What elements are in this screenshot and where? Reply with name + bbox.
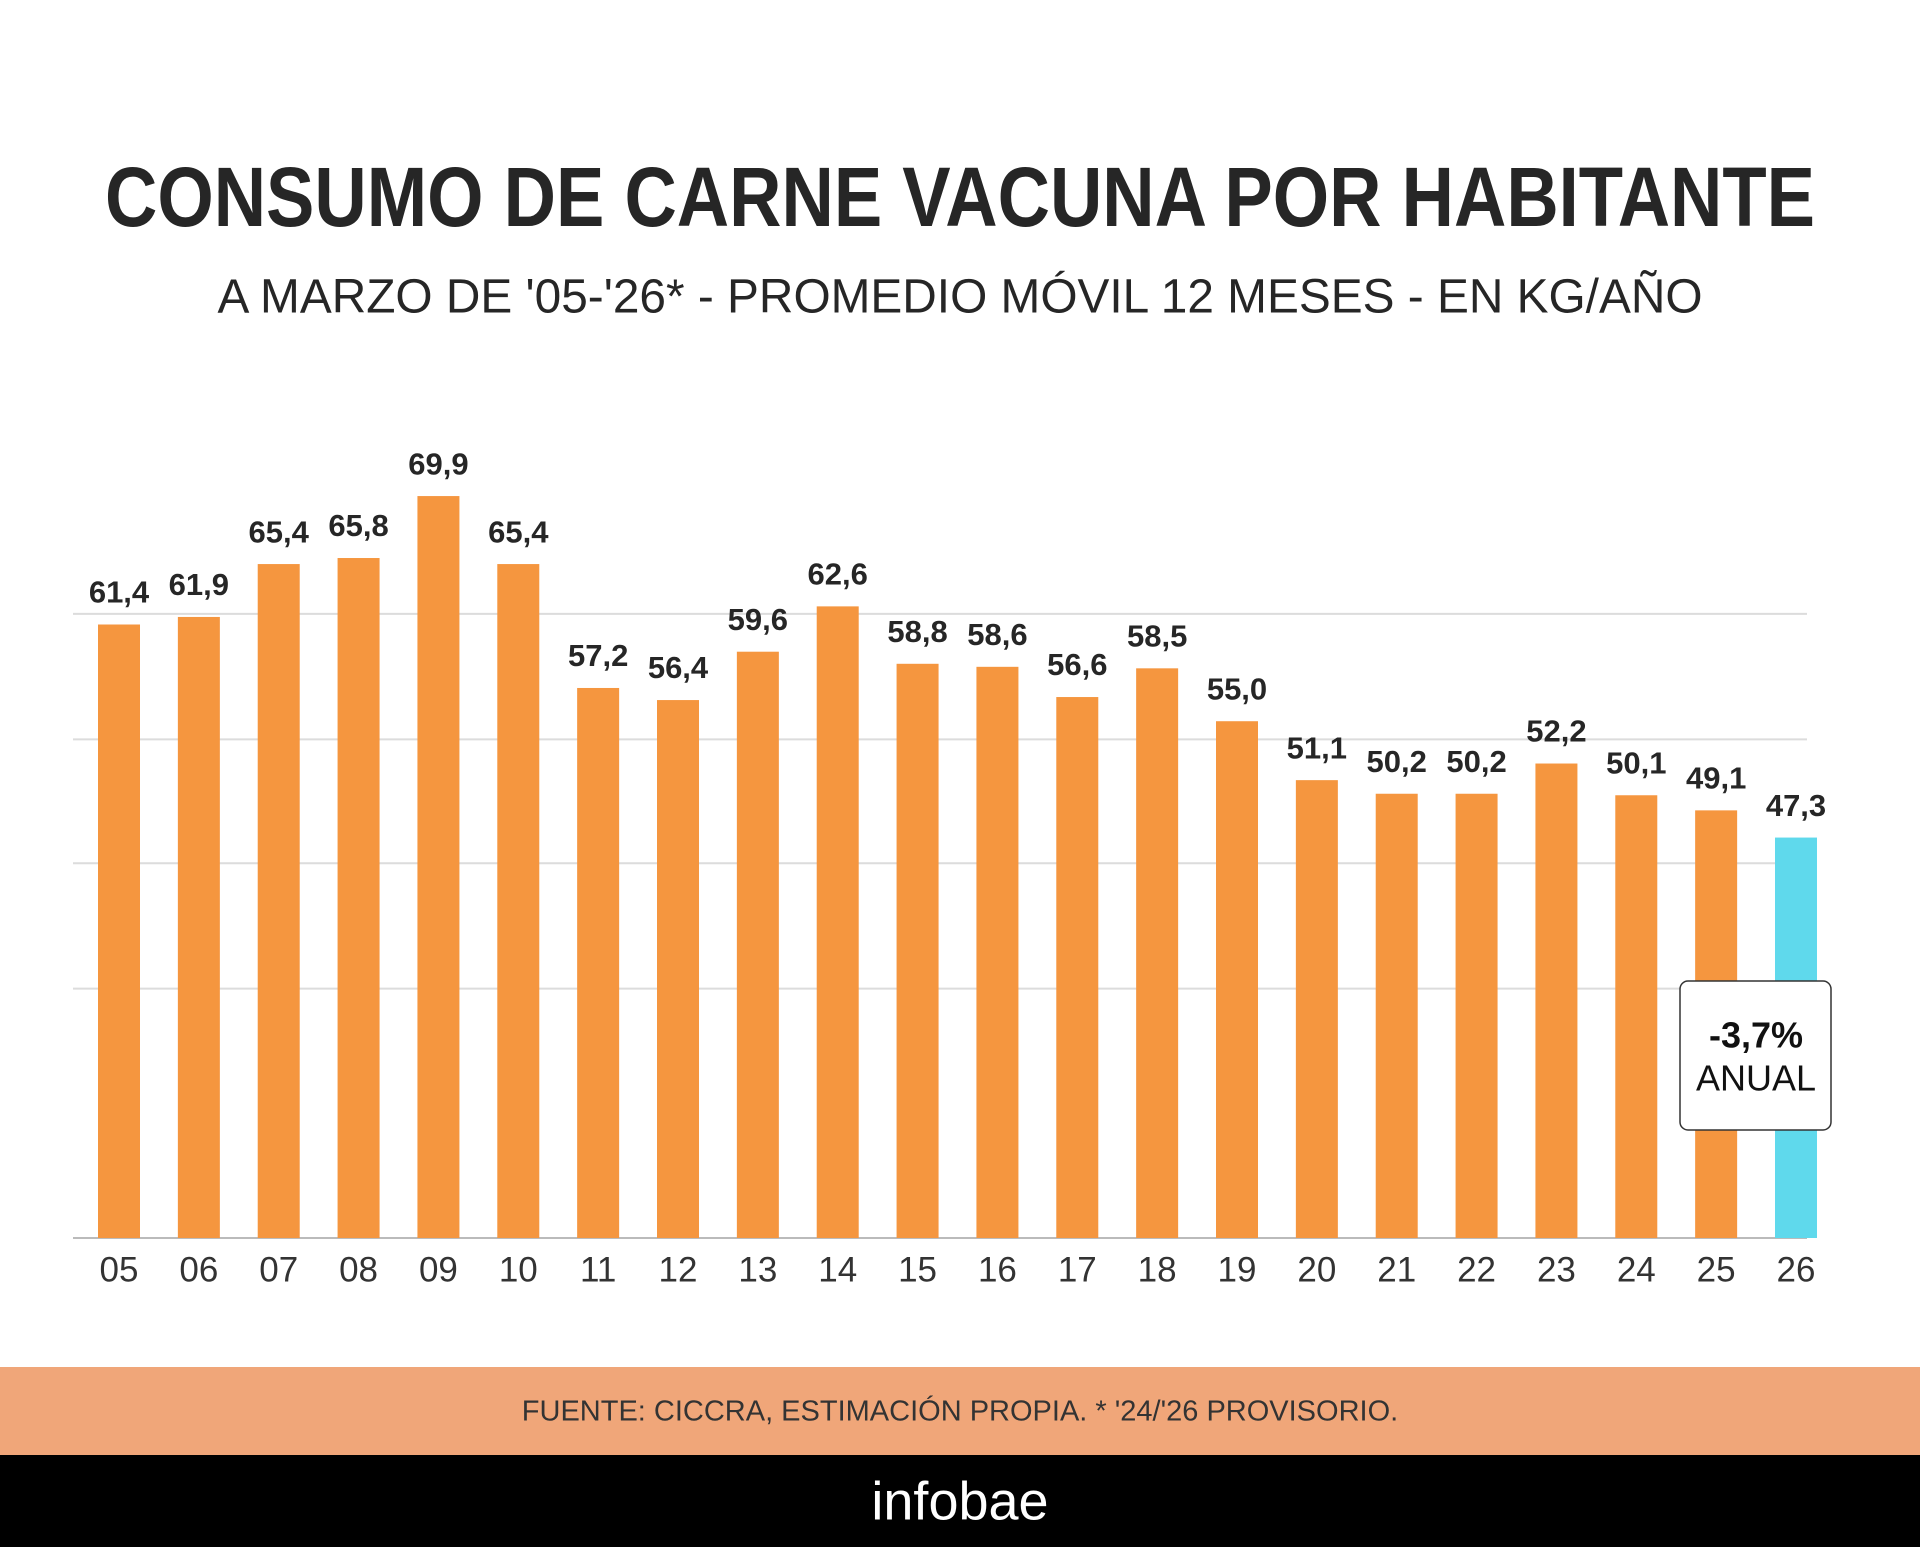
x-tick-label: 23	[1537, 1250, 1576, 1289]
chart-subtitle: A MARZO DE '05-'26* - PROMEDIO MÓVIL 12 …	[218, 270, 1703, 324]
value-label: 65,4	[488, 514, 549, 549]
x-tick-label: 20	[1297, 1250, 1336, 1289]
value-label: 65,8	[328, 508, 388, 543]
x-tick-label: 10	[499, 1250, 538, 1289]
value-label: 59,6	[728, 602, 788, 637]
value-label: 57,2	[568, 638, 628, 673]
x-tick-label: 17	[1058, 1250, 1097, 1289]
value-label: 61,4	[89, 575, 150, 610]
annotation-box	[1679, 980, 1832, 1131]
value-label: 62,6	[808, 557, 868, 592]
value-label: 56,4	[648, 650, 709, 685]
bar	[1216, 721, 1258, 1238]
bar	[337, 558, 380, 1238]
bar	[417, 496, 460, 1238]
value-label: 61,9	[169, 567, 229, 602]
bar	[1455, 793, 1498, 1238]
x-tick-label: 25	[1697, 1250, 1736, 1289]
bar	[816, 606, 859, 1238]
value-label: 58,5	[1127, 619, 1187, 654]
value-label: 51,1	[1287, 730, 1347, 765]
annotation-value: -3,7%	[1709, 1015, 1803, 1056]
x-tick-label: 08	[339, 1250, 378, 1289]
value-label: 69,9	[408, 446, 468, 481]
bar	[657, 700, 699, 1238]
bar	[736, 651, 779, 1238]
value-label: 50,1	[1606, 745, 1666, 780]
value-label: 55,0	[1207, 671, 1267, 706]
x-tick-label: 16	[978, 1250, 1017, 1289]
x-tick-label: 26	[1777, 1250, 1816, 1289]
bar	[98, 624, 140, 1238]
x-tick-label: 11	[580, 1250, 616, 1289]
x-tick-label: 07	[259, 1250, 298, 1289]
value-label: 50,2	[1446, 744, 1506, 779]
value-label: 65,4	[249, 514, 310, 549]
value-label: 50,2	[1367, 744, 1427, 779]
bar	[1535, 763, 1578, 1238]
x-tick-label: 21	[1377, 1250, 1416, 1289]
x-tick-label: 24	[1617, 1250, 1656, 1289]
chart-title: CONSUMO DE CARNE VACUNA POR HABITANTE	[105, 150, 1815, 244]
value-label: 58,6	[967, 617, 1027, 652]
x-tick-label: 22	[1457, 1250, 1496, 1289]
x-tick-label: 13	[738, 1250, 777, 1289]
value-label: 52,2	[1526, 714, 1586, 749]
bar	[976, 666, 1019, 1238]
value-label: 56,6	[1047, 647, 1107, 682]
bar	[1295, 780, 1338, 1238]
x-tick-label: 12	[659, 1250, 698, 1289]
value-label: 49,1	[1686, 761, 1746, 796]
annotation-text: ANUAL	[1696, 1058, 1816, 1099]
bar	[1375, 793, 1418, 1238]
x-tick-label: 14	[818, 1250, 857, 1289]
value-label: 47,3	[1766, 788, 1826, 823]
bar	[1056, 697, 1099, 1238]
bar	[577, 687, 620, 1238]
bar	[1615, 795, 1658, 1238]
bar	[1136, 668, 1179, 1238]
x-tick-label: 19	[1218, 1250, 1257, 1289]
bar	[497, 564, 540, 1238]
x-tick-label: 09	[419, 1250, 458, 1289]
bar	[257, 564, 300, 1238]
bar	[177, 616, 220, 1238]
brand-band	[0, 1455, 1920, 1547]
x-tick-label: 06	[179, 1250, 218, 1289]
source: FUENTE: CICCRA, ESTIMACIÓN PROPIA. * '24…	[522, 1395, 1398, 1428]
footer-band	[0, 1367, 1920, 1455]
x-tick-label: 18	[1138, 1250, 1177, 1289]
bar	[896, 663, 939, 1238]
brand: infobae	[871, 1471, 1048, 1531]
x-tick-label: 05	[100, 1250, 139, 1289]
x-tick-label: 15	[898, 1250, 937, 1289]
value-label: 58,8	[887, 614, 947, 649]
